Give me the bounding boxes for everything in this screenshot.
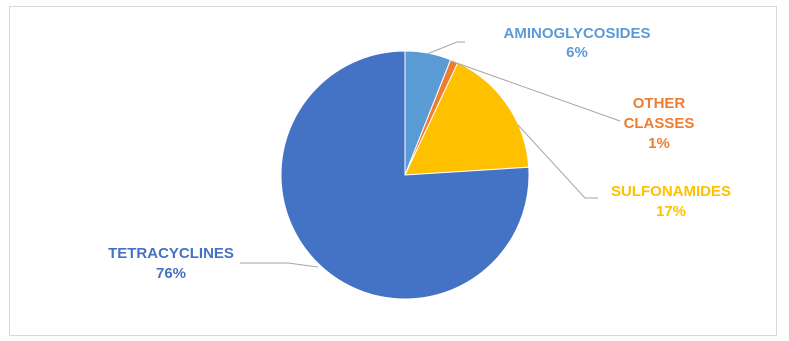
leader-lines-layer <box>240 41 621 268</box>
labels-layer: AMINOGLYCOSIDES 6% OTHER CLASSES 1% SULFONAMI… <box>108 25 731 282</box>
leader-line-tetracyclines <box>240 262 319 268</box>
data-label-percent: 17% <box>656 203 686 220</box>
data-label-other-classes: OTHER CLASSES 1% <box>624 95 695 152</box>
leader-line-other-classes <box>450 60 621 122</box>
data-label-category: SULFONAMIDES <box>611 183 731 200</box>
slices-layer <box>280 50 530 300</box>
data-label-sulfonamides: SULFONAMIDES 17% <box>611 183 731 220</box>
data-label-category: CLASSES <box>624 115 695 132</box>
pie-slice-sulfonamides <box>404 62 530 176</box>
data-label-percent: 6% <box>566 44 588 61</box>
pie-slice-tetracyclines <box>280 50 530 300</box>
data-label-aminoglycosides: AMINOGLYCOSIDES 6% <box>504 25 651 61</box>
data-label-category: AMINOGLYCOSIDES <box>504 25 651 42</box>
data-label-category: TETRACYCLINES <box>108 245 234 262</box>
data-label-percent: 1% <box>648 135 670 152</box>
data-label-tetracyclines: TETRACYCLINES 76% <box>108 245 234 282</box>
data-label-category: OTHER <box>633 95 686 112</box>
leader-line-sulfonamides <box>517 124 598 199</box>
leader-line-aminoglycosides <box>426 41 465 55</box>
data-label-percent: 76% <box>156 265 186 282</box>
